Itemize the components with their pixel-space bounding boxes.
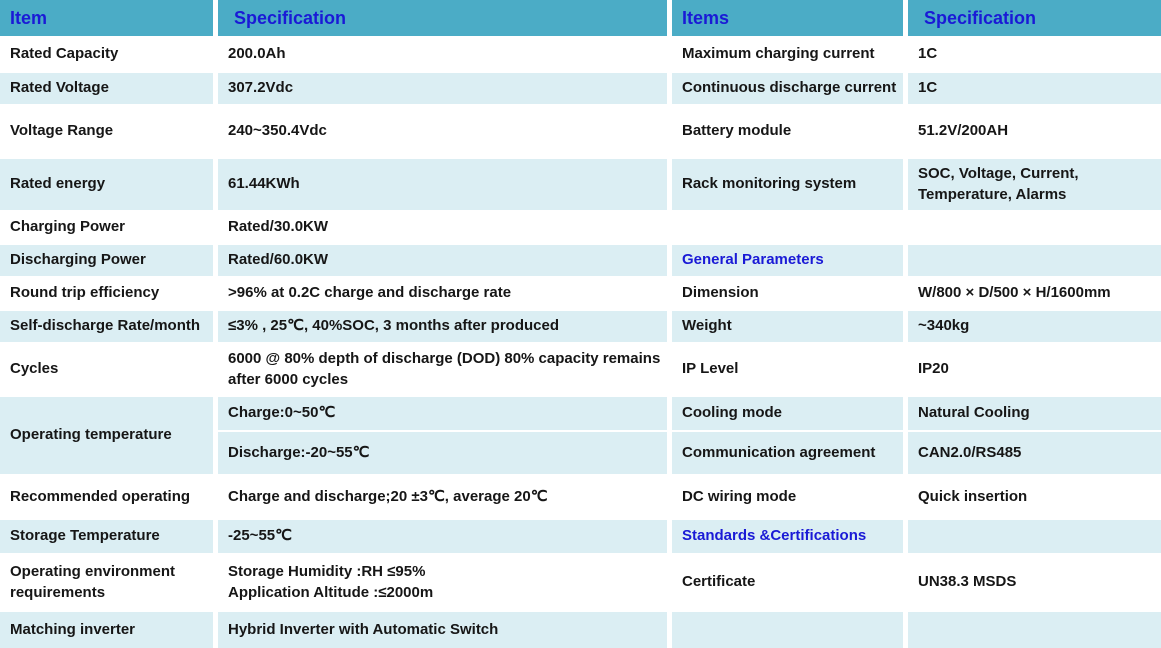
spec-voltage-range: 240~350.4Vdc — [218, 106, 667, 157]
spec-recommended-operating: Charge and discharge;20 ±3℃, average 20℃ — [218, 476, 667, 518]
spec-discharging-power: Rated/60.0KW — [218, 245, 667, 276]
cell-empty — [908, 520, 1161, 553]
item-rated-capacity: Rated Capacity — [0, 38, 213, 71]
spec-certificate: UN38.3 MSDS — [908, 555, 1161, 610]
spec-operating-temperature-discharge: Discharge:-20~55℃ — [218, 432, 667, 474]
item-voltage-range: Voltage Range — [0, 106, 213, 157]
item-cycles: Cycles — [0, 344, 213, 395]
header-item: Item — [0, 0, 213, 36]
item-self-discharge-rate: Self-discharge Rate/month — [0, 311, 213, 342]
spec-ip-level: IP20 — [908, 344, 1161, 395]
header-items: Items — [672, 0, 903, 36]
item-certificate: Certificate — [672, 555, 903, 610]
spec-communication-agreement: CAN2.0/RS485 — [908, 432, 1161, 474]
item-storage-temperature: Storage Temperature — [0, 520, 213, 553]
item-dc-wiring-mode: DC wiring mode — [672, 476, 903, 518]
item-continuous-discharge-current: Continuous discharge current — [672, 73, 903, 104]
section-general-parameters: General Parameters — [672, 245, 903, 276]
item-operating-temperature: Operating temperature — [0, 397, 213, 474]
item-ip-level: IP Level — [672, 344, 903, 395]
spec-rack-monitoring-system: SOC, Voltage, Current, Temperature, Alar… — [908, 159, 1161, 210]
header-specification-right: Specification — [908, 0, 1161, 36]
item-maximum-charging-current: Maximum charging current — [672, 38, 903, 71]
item-operating-environment: Operating environment requirements — [0, 555, 213, 610]
spec-cycles: 6000 @ 80% depth of discharge (DOD) 80% … — [218, 344, 667, 395]
item-cooling-mode: Cooling mode — [672, 397, 903, 430]
item-dimension: Dimension — [672, 278, 903, 309]
spec-self-discharge-rate: ≤3% , 25℃, 40%SOC, 3 months after produc… — [218, 311, 667, 342]
spec-dc-wiring-mode: Quick insertion — [908, 476, 1161, 518]
spec-rated-energy: 61.44KWh — [218, 159, 667, 210]
spec-rated-capacity: 200.0Ah — [218, 38, 667, 71]
spec-operating-environment: Storage Humidity :RH ≤95% Application Al… — [218, 555, 667, 610]
header-specification-left: Specification — [218, 0, 667, 36]
cell-empty — [672, 212, 903, 243]
spec-dimension: W/800 × D/500 × H/1600mm — [908, 278, 1161, 309]
spec-maximum-charging-current: 1C — [908, 38, 1161, 71]
item-rack-monitoring-system: Rack monitoring system — [672, 159, 903, 210]
spec-cooling-mode: Natural Cooling — [908, 397, 1161, 430]
item-rated-energy: Rated energy — [0, 159, 213, 210]
cell-empty — [908, 245, 1161, 276]
spec-storage-temperature: -25~55℃ — [218, 520, 667, 553]
item-weight: Weight — [672, 311, 903, 342]
item-communication-agreement: Communication agreement — [672, 432, 903, 474]
spec-charging-power: Rated/30.0KW — [218, 212, 667, 243]
item-rated-voltage: Rated Voltage — [0, 73, 213, 104]
spec-rated-voltage: 307.2Vdc — [218, 73, 667, 104]
section-standards-certifications: Standards &Certifications — [672, 520, 903, 553]
spec-continuous-discharge-current: 1C — [908, 73, 1161, 104]
item-charging-power: Charging Power — [0, 212, 213, 243]
cell-empty — [908, 612, 1161, 648]
spec-operating-temperature-charge: Charge:0~50℃ — [218, 397, 667, 430]
cell-empty — [908, 212, 1161, 243]
item-recommended-operating: Recommended operating — [0, 476, 213, 518]
cell-empty — [672, 612, 903, 648]
spec-battery-module: 51.2V/200AH — [908, 106, 1161, 157]
spec-round-trip-efficiency: >96% at 0.2C charge and discharge rate — [218, 278, 667, 309]
item-round-trip-efficiency: Round trip efficiency — [0, 278, 213, 309]
item-matching-inverter: Matching inverter — [0, 612, 213, 648]
item-battery-module: Battery module — [672, 106, 903, 157]
item-discharging-power: Discharging Power — [0, 245, 213, 276]
spec-matching-inverter: Hybrid Inverter with Automatic Switch — [218, 612, 667, 648]
spec-weight: ~340kg — [908, 311, 1161, 342]
